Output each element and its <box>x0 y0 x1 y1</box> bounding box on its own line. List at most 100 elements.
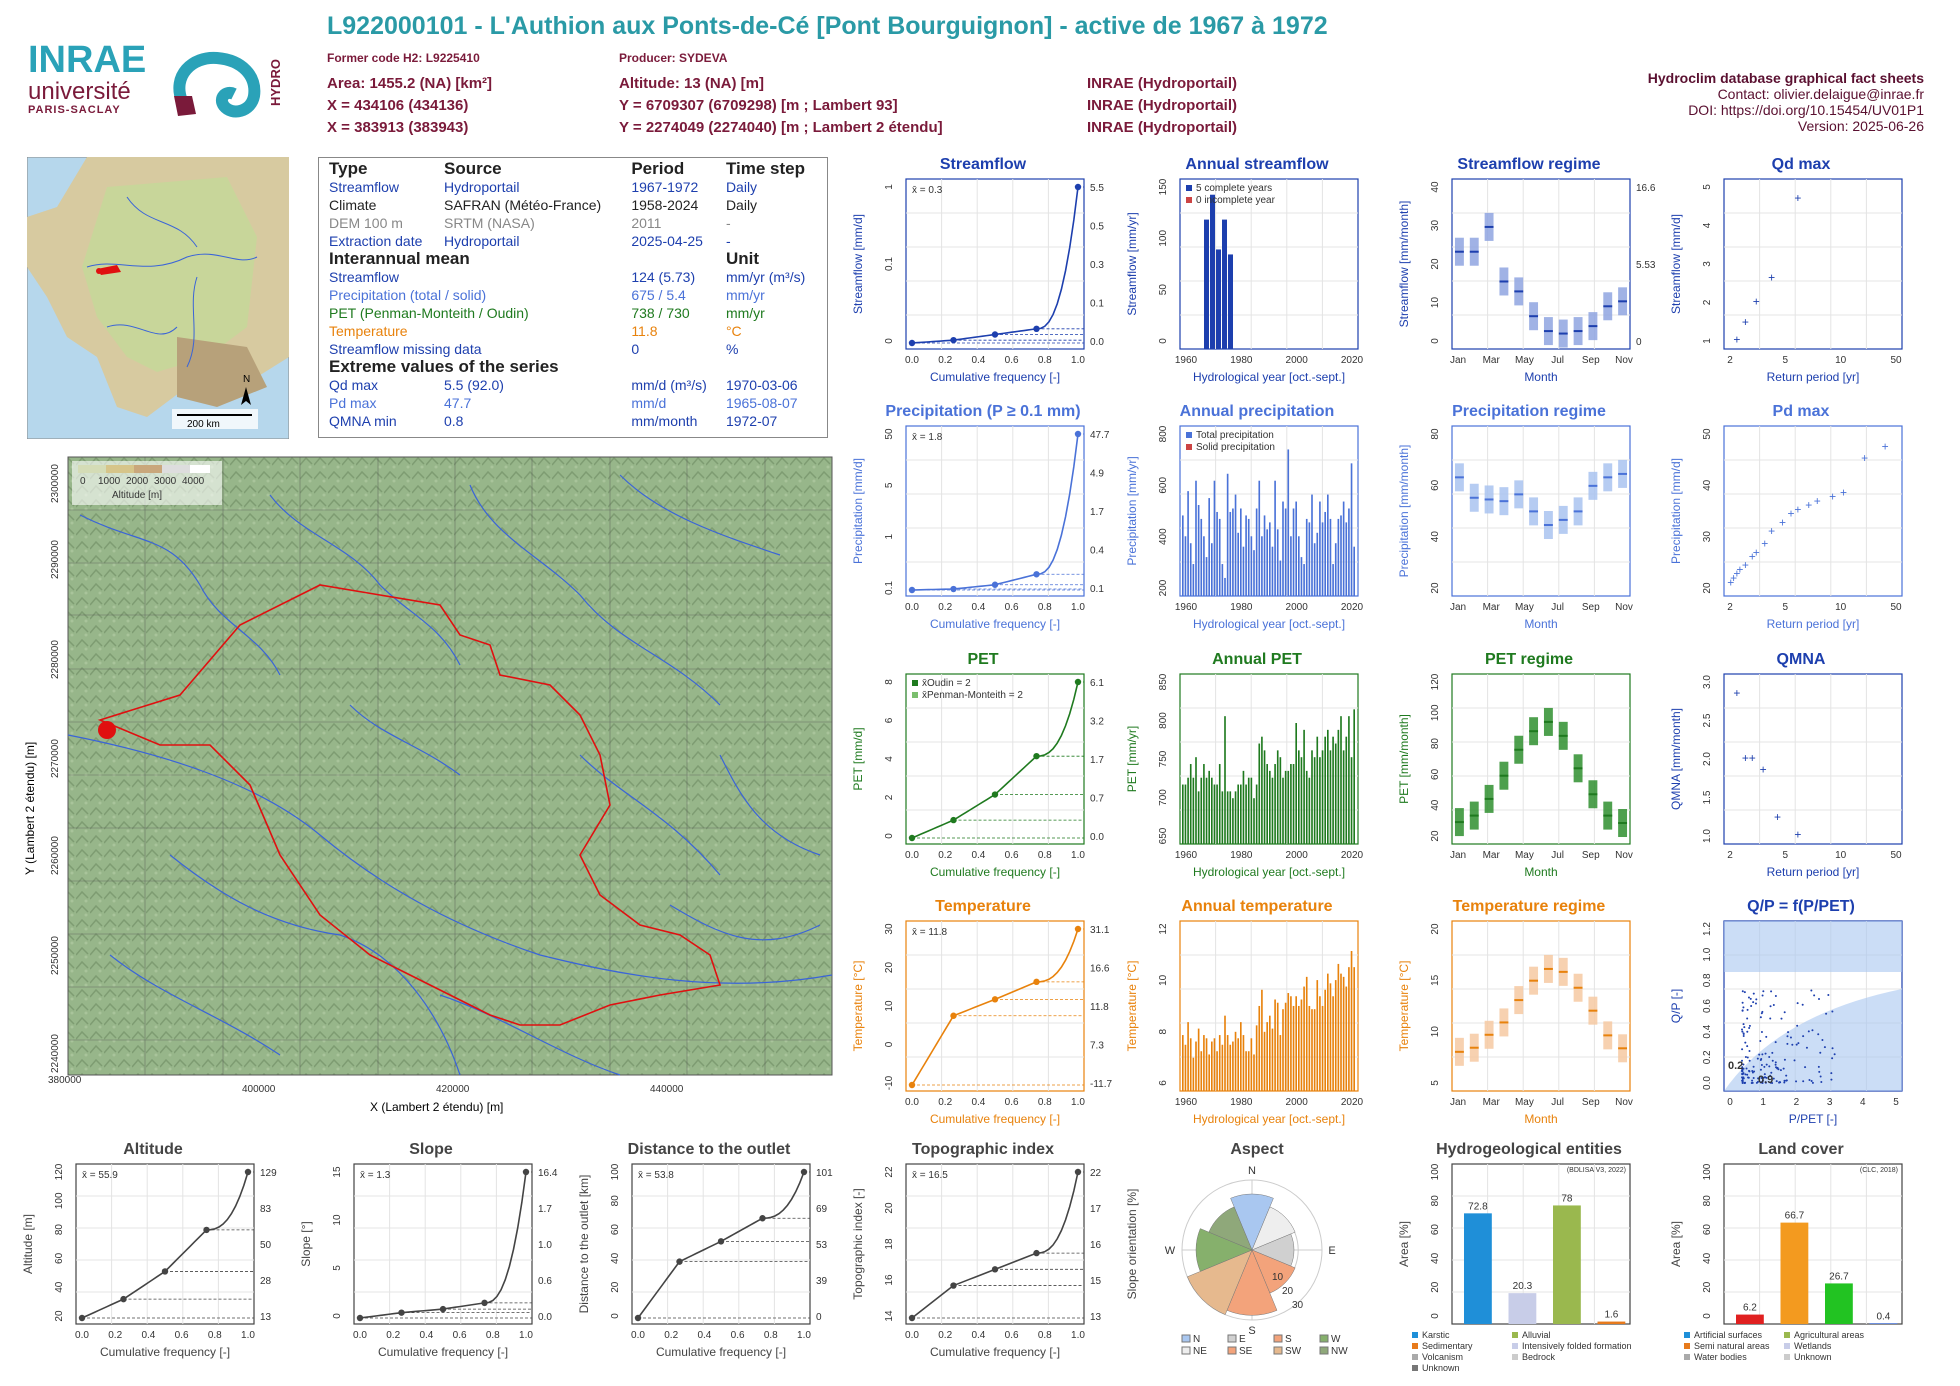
cell: - <box>725 233 731 249</box>
legend-label: SE <box>1239 1346 1253 1357</box>
legend-swatch <box>912 692 918 698</box>
scatter-point <box>1759 1059 1762 1062</box>
scatter-point <box>1801 1003 1804 1006</box>
scatter-point: + <box>1761 537 1768 551</box>
cell: Precipitation (total / solid) <box>329 287 487 303</box>
annual-bar <box>1332 996 1334 1091</box>
annual-bar <box>1242 1035 1245 1091</box>
annual-bar <box>1226 791 1229 844</box>
annual-bar <box>1204 219 1209 349</box>
chart-title: Hydrogeological entities <box>1436 1141 1622 1158</box>
annual-bar <box>1229 1044 1232 1091</box>
legend-label: Sedimentary <box>1422 1341 1473 1351</box>
y-tick: 0 <box>332 1313 343 1319</box>
map-ytick: 2270000 <box>50 739 61 778</box>
y-tick: 80 <box>1430 428 1441 440</box>
x-tick: 1960 <box>1175 355 1198 366</box>
annual-bar <box>1195 1041 1197 1091</box>
legend-label: W <box>1331 1334 1341 1345</box>
annual-bar <box>1237 532 1239 596</box>
y-tick: 6 <box>884 717 895 723</box>
minimap-north: N <box>243 374 250 385</box>
x-tick: 2020 <box>1341 355 1364 366</box>
y-tick: 0 <box>1430 338 1441 344</box>
annual-bar <box>1271 777 1274 844</box>
y-tick: 1 <box>884 533 895 539</box>
category-bar <box>1780 1222 1809 1324</box>
cell: 1965-08-07 <box>725 395 798 411</box>
x-tick: 2020 <box>1341 602 1364 613</box>
x-tick: Mar <box>1483 1097 1501 1108</box>
compass-label: N <box>1248 1165 1256 1177</box>
y-tick: 850 <box>1158 673 1169 690</box>
annual-bar <box>1334 980 1337 1091</box>
annual-bar <box>1276 750 1279 844</box>
scatter-point <box>1741 1066 1744 1069</box>
annual-bar <box>1313 543 1316 596</box>
chart-land_cover: Land cover Area [%] 0 20 40 60 80 100 (CLC, 2018… <box>1669 1141 1903 1362</box>
legend-label: x̄Oudin = 2 <box>922 678 971 689</box>
right-tick: 1.7 <box>1090 755 1104 766</box>
x-tick: 0.2 <box>938 1097 952 1108</box>
annual-bar <box>1218 764 1221 844</box>
y-l93: Y = 6709307 (6709298) [m ; Lambert 93] <box>619 97 898 114</box>
chart-title: Annual precipitation <box>1180 403 1335 420</box>
hydro-logo-text: HYDRO <box>268 59 283 106</box>
legend-swatch <box>1784 1343 1790 1349</box>
map-rivers <box>67 474 833 1076</box>
cell: Qd max <box>329 377 379 393</box>
map-xtick: 380000 <box>48 1075 82 1086</box>
y-tick: 0 <box>884 338 895 344</box>
quantile-point <box>950 585 957 593</box>
y-tick: 800 <box>1158 425 1169 442</box>
legend-swatch <box>1273 1346 1283 1355</box>
chart-altitude: Altitude Cumulative frequency [-] Altitude… <box>21 1141 277 1359</box>
right-tick: 13 <box>1090 1312 1102 1323</box>
annual-bar <box>1266 764 1268 844</box>
cell: - <box>725 215 731 231</box>
y-tick: 0 <box>610 1313 621 1319</box>
cell: Streamflow <box>329 179 400 195</box>
annual-bar <box>1195 480 1197 596</box>
x-tick: 0.8 <box>1038 1330 1052 1341</box>
scatter-point <box>1742 1023 1745 1026</box>
y-tick: 400 <box>1158 528 1169 545</box>
x-axis-label: Return period [yr] <box>1767 617 1860 631</box>
y-tick: 1.5 <box>1702 790 1713 804</box>
scatter-point <box>1763 1073 1766 1076</box>
quantile-point <box>991 1266 999 1273</box>
y-axis-label: Precipitation [mm/month] <box>1397 445 1411 578</box>
cell: SRTM (NASA) <box>444 215 535 231</box>
info-h-source: Source <box>444 159 502 178</box>
plot-frame <box>1451 673 1631 845</box>
annual-bar <box>1348 967 1350 1091</box>
limit-zone <box>1724 989 1902 1091</box>
annual-bar <box>1269 770 1271 844</box>
x-tick: 0.4 <box>971 355 985 366</box>
annual-bar <box>1234 791 1237 844</box>
annual-bar <box>1245 515 1247 596</box>
x-tick: Jan <box>1450 850 1466 861</box>
annual-bar <box>1184 784 1187 844</box>
y-tick: 20 <box>610 1281 621 1293</box>
annual-bar <box>1345 736 1348 844</box>
y-tick: 100 <box>54 1192 65 1209</box>
y-tick: 0 <box>884 833 895 839</box>
chart-title: Topographic index <box>912 1141 1054 1158</box>
annual-bar <box>1216 249 1221 349</box>
x-tick: 0.2 <box>664 1330 678 1341</box>
x-tick: 4 <box>1860 1097 1866 1108</box>
annual-bar <box>1303 564 1305 596</box>
scatter-point: + <box>1733 567 1740 581</box>
legend-swatch <box>1181 1334 1191 1343</box>
scatter-point <box>1752 992 1755 995</box>
scatter-point <box>1746 1017 1749 1020</box>
x-tick: 2020 <box>1341 850 1364 861</box>
map-xlabel: X (Lambert 2 étendu) [m] <box>370 1100 503 1114</box>
scatter-point <box>1779 1069 1782 1072</box>
y-tick: 2.5 <box>1702 713 1713 727</box>
x-l2: X = 383913 (383943) <box>327 119 469 136</box>
scatter-point <box>1797 1042 1800 1045</box>
x-axis-label: Cumulative frequency [-] <box>378 1345 508 1359</box>
chart-qp_ppet: Q/P = f(P/PET) P/PET [-] Q/P [-] 0 1 2 3 4 5 0.0 0… <box>1669 898 1903 1126</box>
